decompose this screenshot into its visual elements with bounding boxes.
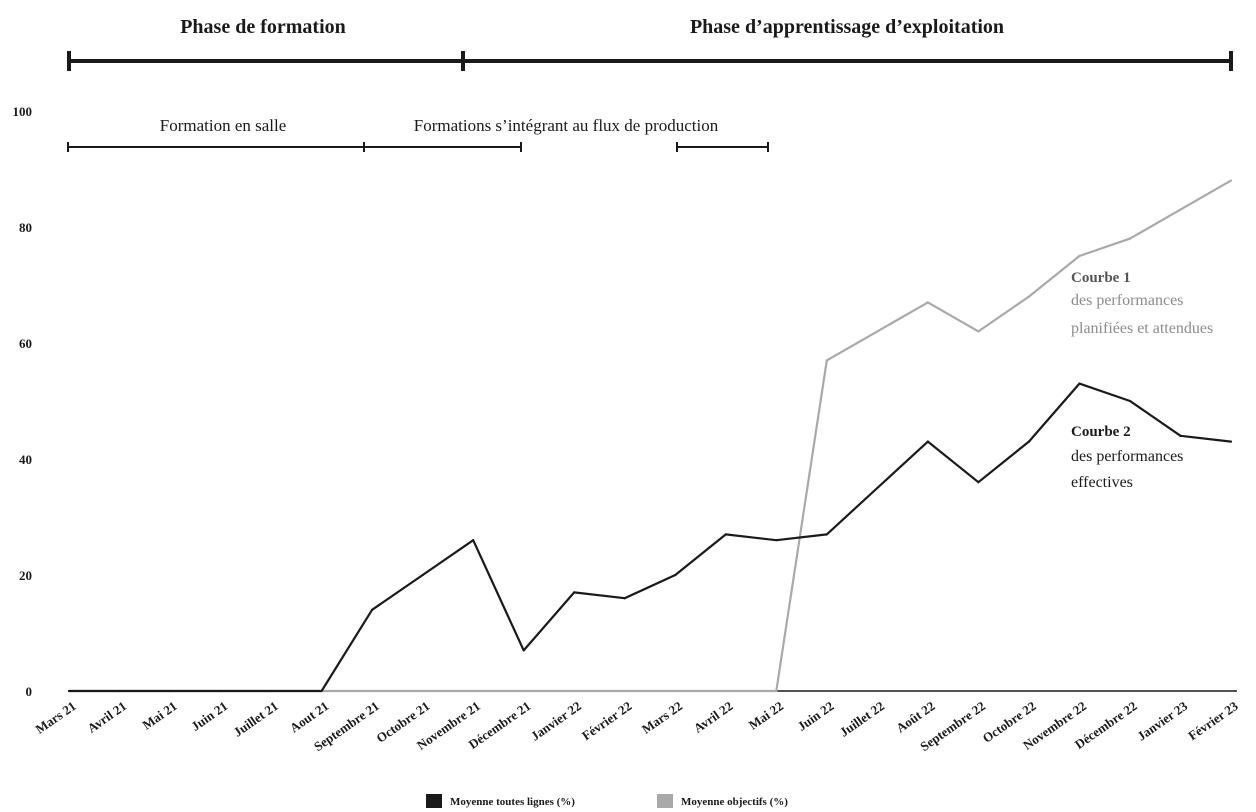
annotation-courbe-2: Courbe 2 des performances effectives [1071, 424, 1183, 491]
series-target-segment [1078, 237, 1132, 258]
legend-label-actual: Moyenne toutes lignes (%) [450, 796, 575, 808]
series-actual-segment [371, 573, 424, 611]
x-tick-label: Juin 21 [188, 698, 230, 734]
legend-swatch-target [657, 794, 673, 808]
courbe2-line2: effectives [1071, 474, 1133, 491]
subphase-bars [67, 142, 769, 152]
y-tick-label: 60 [19, 336, 32, 351]
y-tick-label: 80 [19, 220, 32, 235]
series-target-segment [1179, 179, 1233, 211]
series-actual [67, 382, 1233, 693]
series-actual-segment [775, 533, 828, 542]
x-axis-ticks: Mars 21 Avril 21 Mai 21 Juin 21 Juillet 21 Ao… [33, 698, 1242, 754]
courbe2-line1: des performances [1071, 448, 1183, 465]
legend: Moyenne toutes lignes (%) Moyenne object… [426, 794, 788, 808]
series-actual-segment [573, 591, 626, 600]
series-actual-segment [724, 533, 778, 542]
series-target-segment [825, 330, 879, 362]
y-tick-label: 100 [13, 104, 33, 119]
x-tick-label: Mai 21 [139, 698, 179, 732]
series-actual-segment [623, 573, 677, 600]
x-tick-label: Mai 22 [746, 698, 786, 732]
x-tick-label: Août 22 [893, 698, 937, 735]
x-tick-label: Avril 21 [84, 698, 129, 736]
series-actual-segment [320, 608, 374, 693]
series-actual-segment [926, 440, 980, 484]
sublabel-formation-salle: Formation en salle [160, 116, 287, 135]
phase-bars [67, 51, 1233, 71]
x-tick-label: Mars 22 [639, 698, 685, 737]
sublabel-formation-flux: Formations s’intégrant au flux de produc… [414, 116, 719, 135]
courbe1-line2: planifiées et attendues [1071, 320, 1213, 337]
courbe1-title: Courbe 1 [1071, 270, 1131, 286]
legend-swatch-actual [426, 794, 442, 808]
x-tick-label: Février 23 [1185, 698, 1241, 743]
series-target-segment [926, 301, 980, 333]
x-tick-label: Janvier 22 [528, 698, 584, 744]
x-tick-label: Mars 21 [33, 698, 79, 737]
x-tick-label: Juillet 22 [837, 698, 887, 739]
series-actual-segment [1128, 399, 1182, 437]
x-tick-label: Juin 22 [794, 698, 836, 734]
series-actual-segment [876, 440, 930, 490]
series-actual-segment [1179, 434, 1233, 443]
legend-label-target: Moyenne objectifs (%) [681, 796, 788, 808]
phase-formation-title: Phase de formation [180, 16, 346, 38]
series-target-segment [1027, 254, 1081, 298]
series-actual-segment [421, 539, 475, 577]
series-actual-segment [977, 440, 1031, 484]
series-actual-segment [825, 486, 879, 536]
y-axis-ticks: 0 20 40 60 80 100 [13, 104, 33, 699]
series-target-segment [775, 359, 828, 693]
courbe1-line1: des performances [1071, 292, 1183, 309]
y-tick-label: 20 [19, 568, 32, 583]
series-layer [67, 179, 1233, 693]
x-tick-label: Janvier 23 [1134, 698, 1190, 744]
series-target [67, 179, 1233, 693]
series-actual-segment [472, 539, 525, 652]
annotation-courbe-1: Courbe 1 des performances planifiées et … [1071, 270, 1213, 337]
series-target-segment [1128, 208, 1182, 240]
series-actual-segment [674, 533, 727, 577]
x-tick-label: Juillet 21 [231, 698, 281, 739]
series-target-segment [977, 295, 1031, 333]
x-tick-label: Février 22 [579, 698, 634, 743]
y-tick-label: 40 [19, 452, 32, 467]
phase-exploitation-title: Phase d’apprentissage d’exploitation [690, 16, 1004, 38]
x-tick-label: Aout 21 [287, 698, 331, 735]
series-target-segment [876, 301, 930, 333]
series-actual-segment [1027, 382, 1081, 443]
x-tick-label: Avril 22 [691, 698, 736, 736]
courbe2-title: Courbe 2 [1071, 424, 1131, 440]
y-tick-label: 0 [26, 684, 33, 699]
series-actual-segment [1078, 382, 1132, 403]
series-actual-segment [522, 591, 576, 652]
